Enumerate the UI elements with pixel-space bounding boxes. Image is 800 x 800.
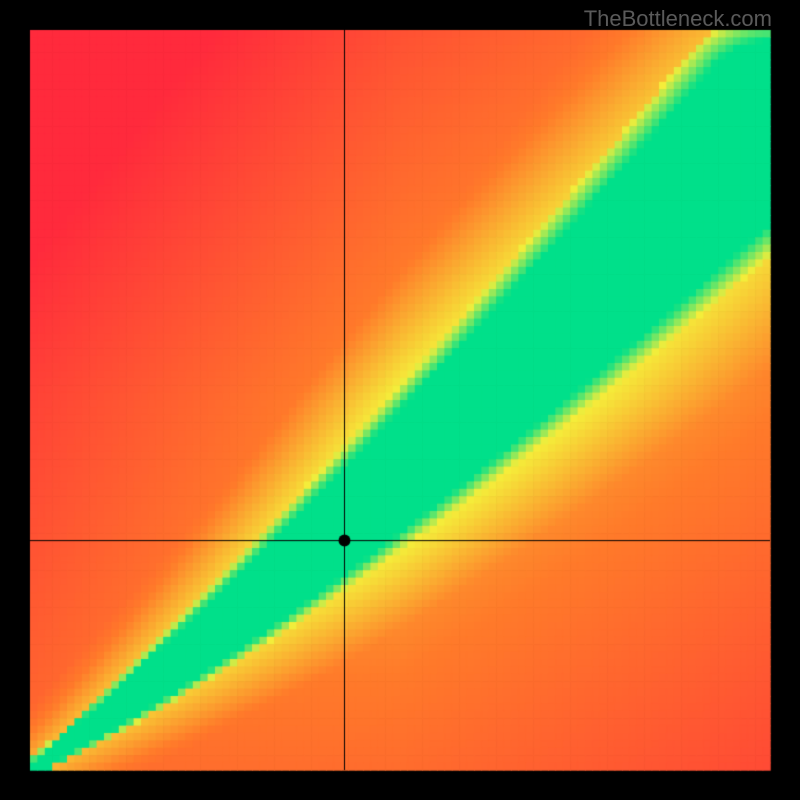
chart-container: TheBottleneck.com <box>0 0 800 800</box>
watermark-text: TheBottleneck.com <box>584 6 772 32</box>
bottleneck-heatmap <box>0 0 800 800</box>
